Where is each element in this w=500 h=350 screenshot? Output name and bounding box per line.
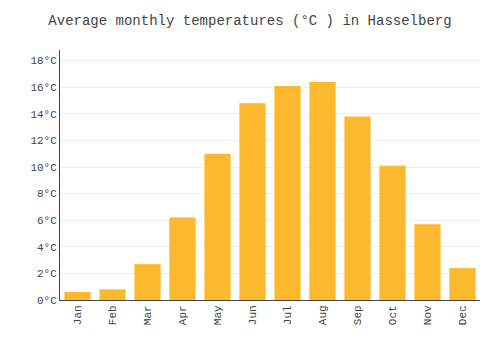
svg-text:16°C: 16°C [30, 82, 57, 94]
svg-text:Nov: Nov [422, 305, 434, 325]
svg-text:6°C: 6°C [37, 215, 57, 227]
svg-text:Aug: Aug [317, 305, 329, 325]
svg-text:Dec: Dec [457, 305, 469, 325]
svg-text:Oct: Oct [387, 305, 399, 325]
svg-text:May: May [212, 305, 224, 325]
svg-text:Sep: Sep [352, 305, 364, 325]
svg-text:14°C: 14°C [30, 109, 57, 121]
svg-text:2°C: 2°C [37, 268, 57, 280]
svg-text:Jun: Jun [247, 305, 259, 325]
svg-text:Jul: Jul [282, 305, 294, 325]
svg-text:10°C: 10°C [30, 162, 57, 174]
svg-text:Jan: Jan [72, 305, 84, 325]
svg-text:12°C: 12°C [30, 135, 57, 147]
svg-text:18°C: 18°C [30, 55, 57, 67]
svg-text:8°C: 8°C [37, 188, 57, 200]
svg-text:Apr: Apr [177, 305, 189, 325]
svg-text:Average monthly temperatures (: Average monthly temperatures (°C ) in Ha… [48, 13, 451, 29]
svg-text:Mar: Mar [142, 305, 154, 325]
svg-text:0°C: 0°C [37, 295, 57, 307]
svg-text:4°C: 4°C [37, 242, 57, 254]
svg-text:Feb: Feb [107, 305, 119, 325]
